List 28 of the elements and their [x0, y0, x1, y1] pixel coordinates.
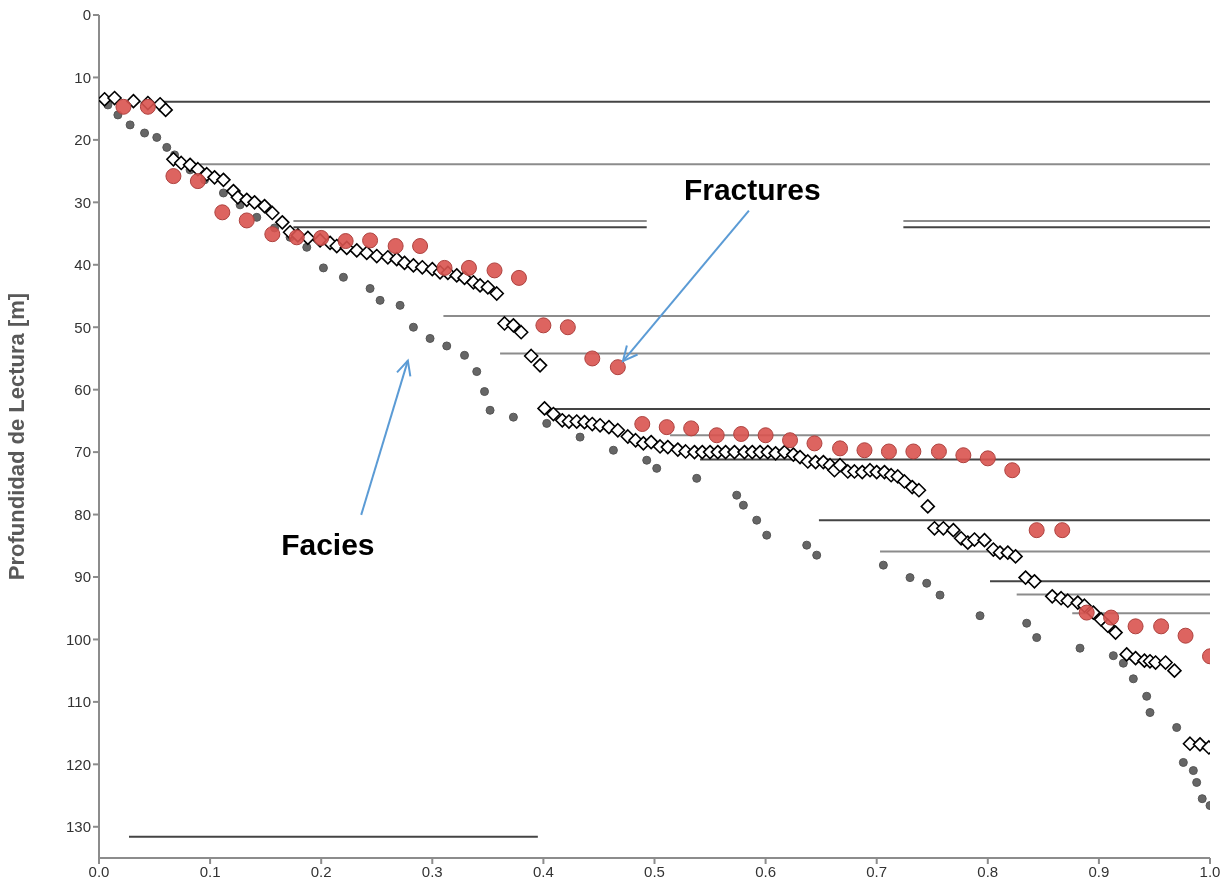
annotation: Facies [281, 527, 375, 561]
x-tick-label: 0.1 [199, 862, 221, 880]
x-tick-label: 0.3 [421, 862, 443, 880]
y-tick-label: 20 [74, 131, 91, 149]
x-tick-label: 0.7 [866, 862, 888, 880]
y-tick-label: 80 [74, 505, 91, 523]
y-tick-label: 0 [82, 6, 91, 24]
x-tick-label: 0.4 [532, 862, 554, 880]
y-axis-title: Profundidad de Lectura [m] [3, 292, 29, 581]
x-tick-label: 0.2 [310, 862, 332, 880]
y-tick-label: 60 [74, 380, 91, 398]
x-tick-label: 0.9 [1088, 862, 1110, 880]
y-tick-label: 100 [65, 630, 91, 648]
y-tick-label: 70 [74, 443, 91, 461]
x-tick-label: 0.0 [88, 862, 110, 880]
y-tick-label: 10 [74, 68, 91, 86]
y-tick-label: 120 [65, 755, 91, 773]
x-tick-label: 1.0 [1199, 862, 1221, 880]
y-tick-label: 30 [74, 193, 91, 211]
annotation: Fractures [683, 173, 821, 207]
x-tick-label: 0.5 [644, 862, 665, 880]
y-tick-label: 50 [74, 318, 91, 336]
y-tick-label: 110 [67, 693, 91, 711]
x-tick-label: 0.8 [977, 862, 999, 880]
x-tick-label: 0.6 [755, 862, 777, 880]
y-tick-label: 130 [65, 818, 91, 836]
y-tick-label: 40 [74, 256, 91, 274]
y-tick-label: 90 [74, 568, 91, 586]
